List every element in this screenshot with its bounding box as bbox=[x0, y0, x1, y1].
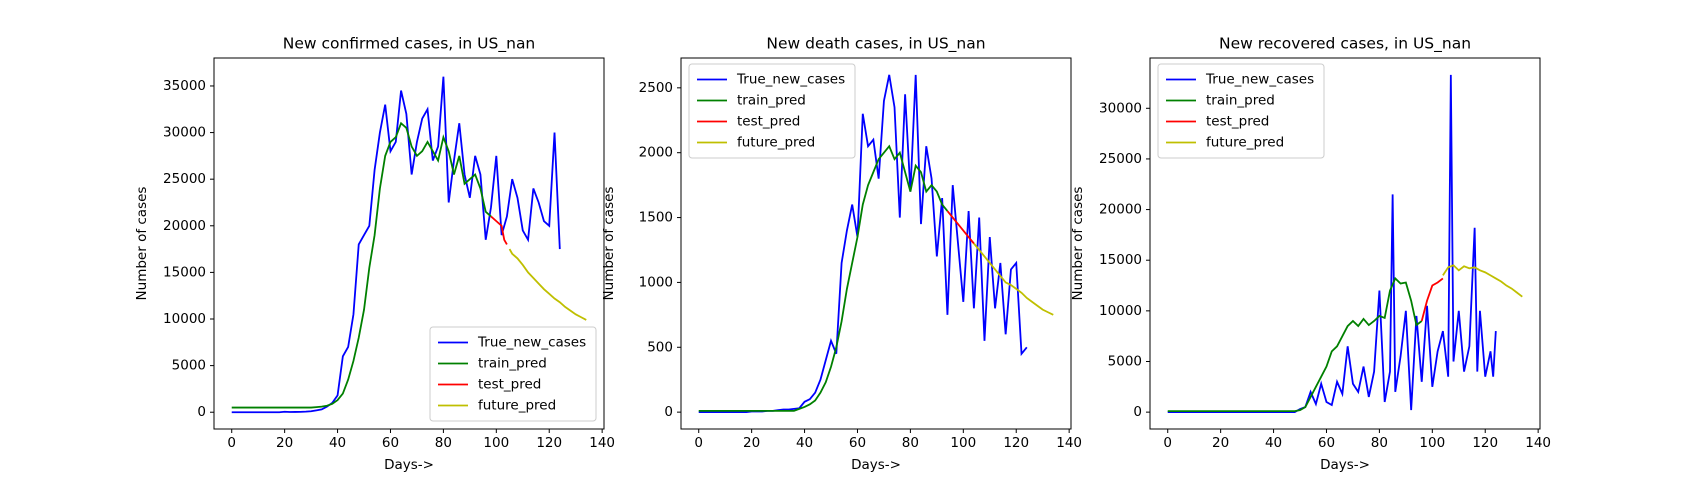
y-tick-label: 25000 bbox=[1099, 151, 1142, 167]
series-line bbox=[490, 215, 508, 245]
subplot: New recovered cases, in US_nan Days-> Numb… bbox=[1070, 35, 1551, 474]
y-tick-label: 20000 bbox=[163, 218, 206, 234]
subplot: New confirmed cases, in US_nan Days-> Numb… bbox=[134, 35, 615, 474]
y-tick-label: 20000 bbox=[1099, 202, 1142, 218]
series-line bbox=[946, 210, 975, 245]
y-tick-label: 30000 bbox=[163, 125, 206, 141]
y-tick-label: 5000 bbox=[172, 358, 206, 374]
y-tick-label: 30000 bbox=[1099, 100, 1142, 116]
x-tick-label: 60 bbox=[849, 435, 866, 451]
legend-label: True_new_cases bbox=[1205, 72, 1314, 88]
legend-label: test_pred bbox=[478, 377, 541, 393]
axes-frame bbox=[1149, 57, 1541, 430]
x-tick-label: 40 bbox=[796, 435, 813, 451]
y-tick-label: 35000 bbox=[163, 78, 206, 94]
series-line bbox=[698, 144, 949, 412]
legend-label: True_new_cases bbox=[477, 335, 586, 351]
legend-label: train_pred bbox=[1206, 93, 1275, 109]
legend-label: train_pred bbox=[478, 356, 547, 372]
y-tick-label: 1000 bbox=[639, 274, 673, 290]
y-tick-label: 500 bbox=[647, 339, 673, 355]
x-tick-label: 120 bbox=[536, 435, 562, 451]
series-line bbox=[231, 76, 561, 414]
y-axis-label: Number of cases bbox=[134, 187, 150, 301]
x-tick-label: 0 bbox=[694, 435, 703, 451]
legend-label: test_pred bbox=[1206, 114, 1269, 130]
legend-box bbox=[429, 326, 597, 422]
x-tick-label: 20 bbox=[276, 435, 293, 451]
series-line bbox=[231, 121, 492, 409]
legend-box bbox=[1157, 63, 1325, 159]
series-line bbox=[1420, 277, 1444, 322]
x-tick-label: 100 bbox=[950, 435, 976, 451]
legend-label: future_pred bbox=[478, 398, 556, 414]
subplot-title: New confirmed cases, in US_nan bbox=[283, 35, 536, 54]
x-tick-label: 140 bbox=[589, 435, 615, 451]
y-tick-label: 15000 bbox=[163, 264, 206, 280]
y-tick-label: 2000 bbox=[639, 145, 673, 161]
x-axis-label: Days-> bbox=[1320, 457, 1370, 473]
x-tick-label: 40 bbox=[329, 435, 346, 451]
legend-label: future_pred bbox=[1206, 135, 1284, 151]
x-tick-label: 140 bbox=[1525, 435, 1551, 451]
x-tick-label: 20 bbox=[1212, 435, 1229, 451]
series-line bbox=[1167, 276, 1423, 413]
x-tick-label: 0 bbox=[227, 435, 236, 451]
x-tick-label: 100 bbox=[483, 435, 509, 451]
x-tick-label: 80 bbox=[902, 435, 919, 451]
axes-frame bbox=[213, 57, 605, 430]
x-tick-label: 20 bbox=[743, 435, 760, 451]
y-tick-label: 10000 bbox=[1099, 303, 1142, 319]
x-tick-label: 140 bbox=[1056, 435, 1082, 451]
y-tick-label: 10000 bbox=[163, 311, 206, 327]
legend-label: test_pred bbox=[737, 114, 800, 130]
subplot-title: New death cases, in US_nan bbox=[766, 35, 985, 54]
x-tick-label: 120 bbox=[1472, 435, 1498, 451]
legend-label: train_pred bbox=[737, 93, 806, 109]
legend: True_new_cases train_pred test_pred future_… bbox=[429, 326, 597, 422]
y-tick-label: 2500 bbox=[639, 80, 673, 96]
series-line bbox=[1167, 74, 1497, 414]
y-tick-label: 1500 bbox=[639, 210, 673, 226]
y-tick-label: 0 bbox=[1133, 404, 1142, 420]
x-tick-label: 120 bbox=[1003, 435, 1029, 451]
y-tick-label: 0 bbox=[197, 404, 206, 420]
y-tick-label: 15000 bbox=[1099, 252, 1142, 268]
series-line bbox=[973, 242, 1054, 316]
x-tick-label: 40 bbox=[1265, 435, 1282, 451]
x-tick-label: 80 bbox=[435, 435, 452, 451]
x-axis-label: Days-> bbox=[384, 457, 434, 473]
axes-frame bbox=[680, 57, 1072, 430]
x-tick-label: 60 bbox=[1318, 435, 1335, 451]
series-line bbox=[1442, 264, 1523, 298]
legend: True_new_cases train_pred test_pred future_… bbox=[688, 63, 856, 159]
x-tick-label: 60 bbox=[382, 435, 399, 451]
y-tick-label: 25000 bbox=[163, 171, 206, 187]
x-axis-label: Days-> bbox=[851, 457, 901, 473]
legend: True_new_cases train_pred test_pred future_… bbox=[1157, 63, 1325, 159]
y-axis-label: Number of cases bbox=[1070, 187, 1086, 301]
legend-label: future_pred bbox=[737, 135, 815, 151]
x-tick-label: 0 bbox=[1163, 435, 1172, 451]
legend-label: True_new_cases bbox=[736, 72, 845, 88]
subplot-title: New recovered cases, in US_nan bbox=[1219, 35, 1471, 54]
y-tick-label: 0 bbox=[664, 404, 673, 420]
x-tick-label: 100 bbox=[1419, 435, 1445, 451]
subplot: New death cases, in US_nan Days-> Number o… bbox=[601, 35, 1082, 474]
y-tick-label: 5000 bbox=[1108, 353, 1142, 369]
series-line bbox=[508, 248, 587, 321]
legend-box bbox=[688, 63, 856, 159]
x-tick-label: 80 bbox=[1371, 435, 1388, 451]
y-axis-label: Number of cases bbox=[601, 187, 617, 301]
